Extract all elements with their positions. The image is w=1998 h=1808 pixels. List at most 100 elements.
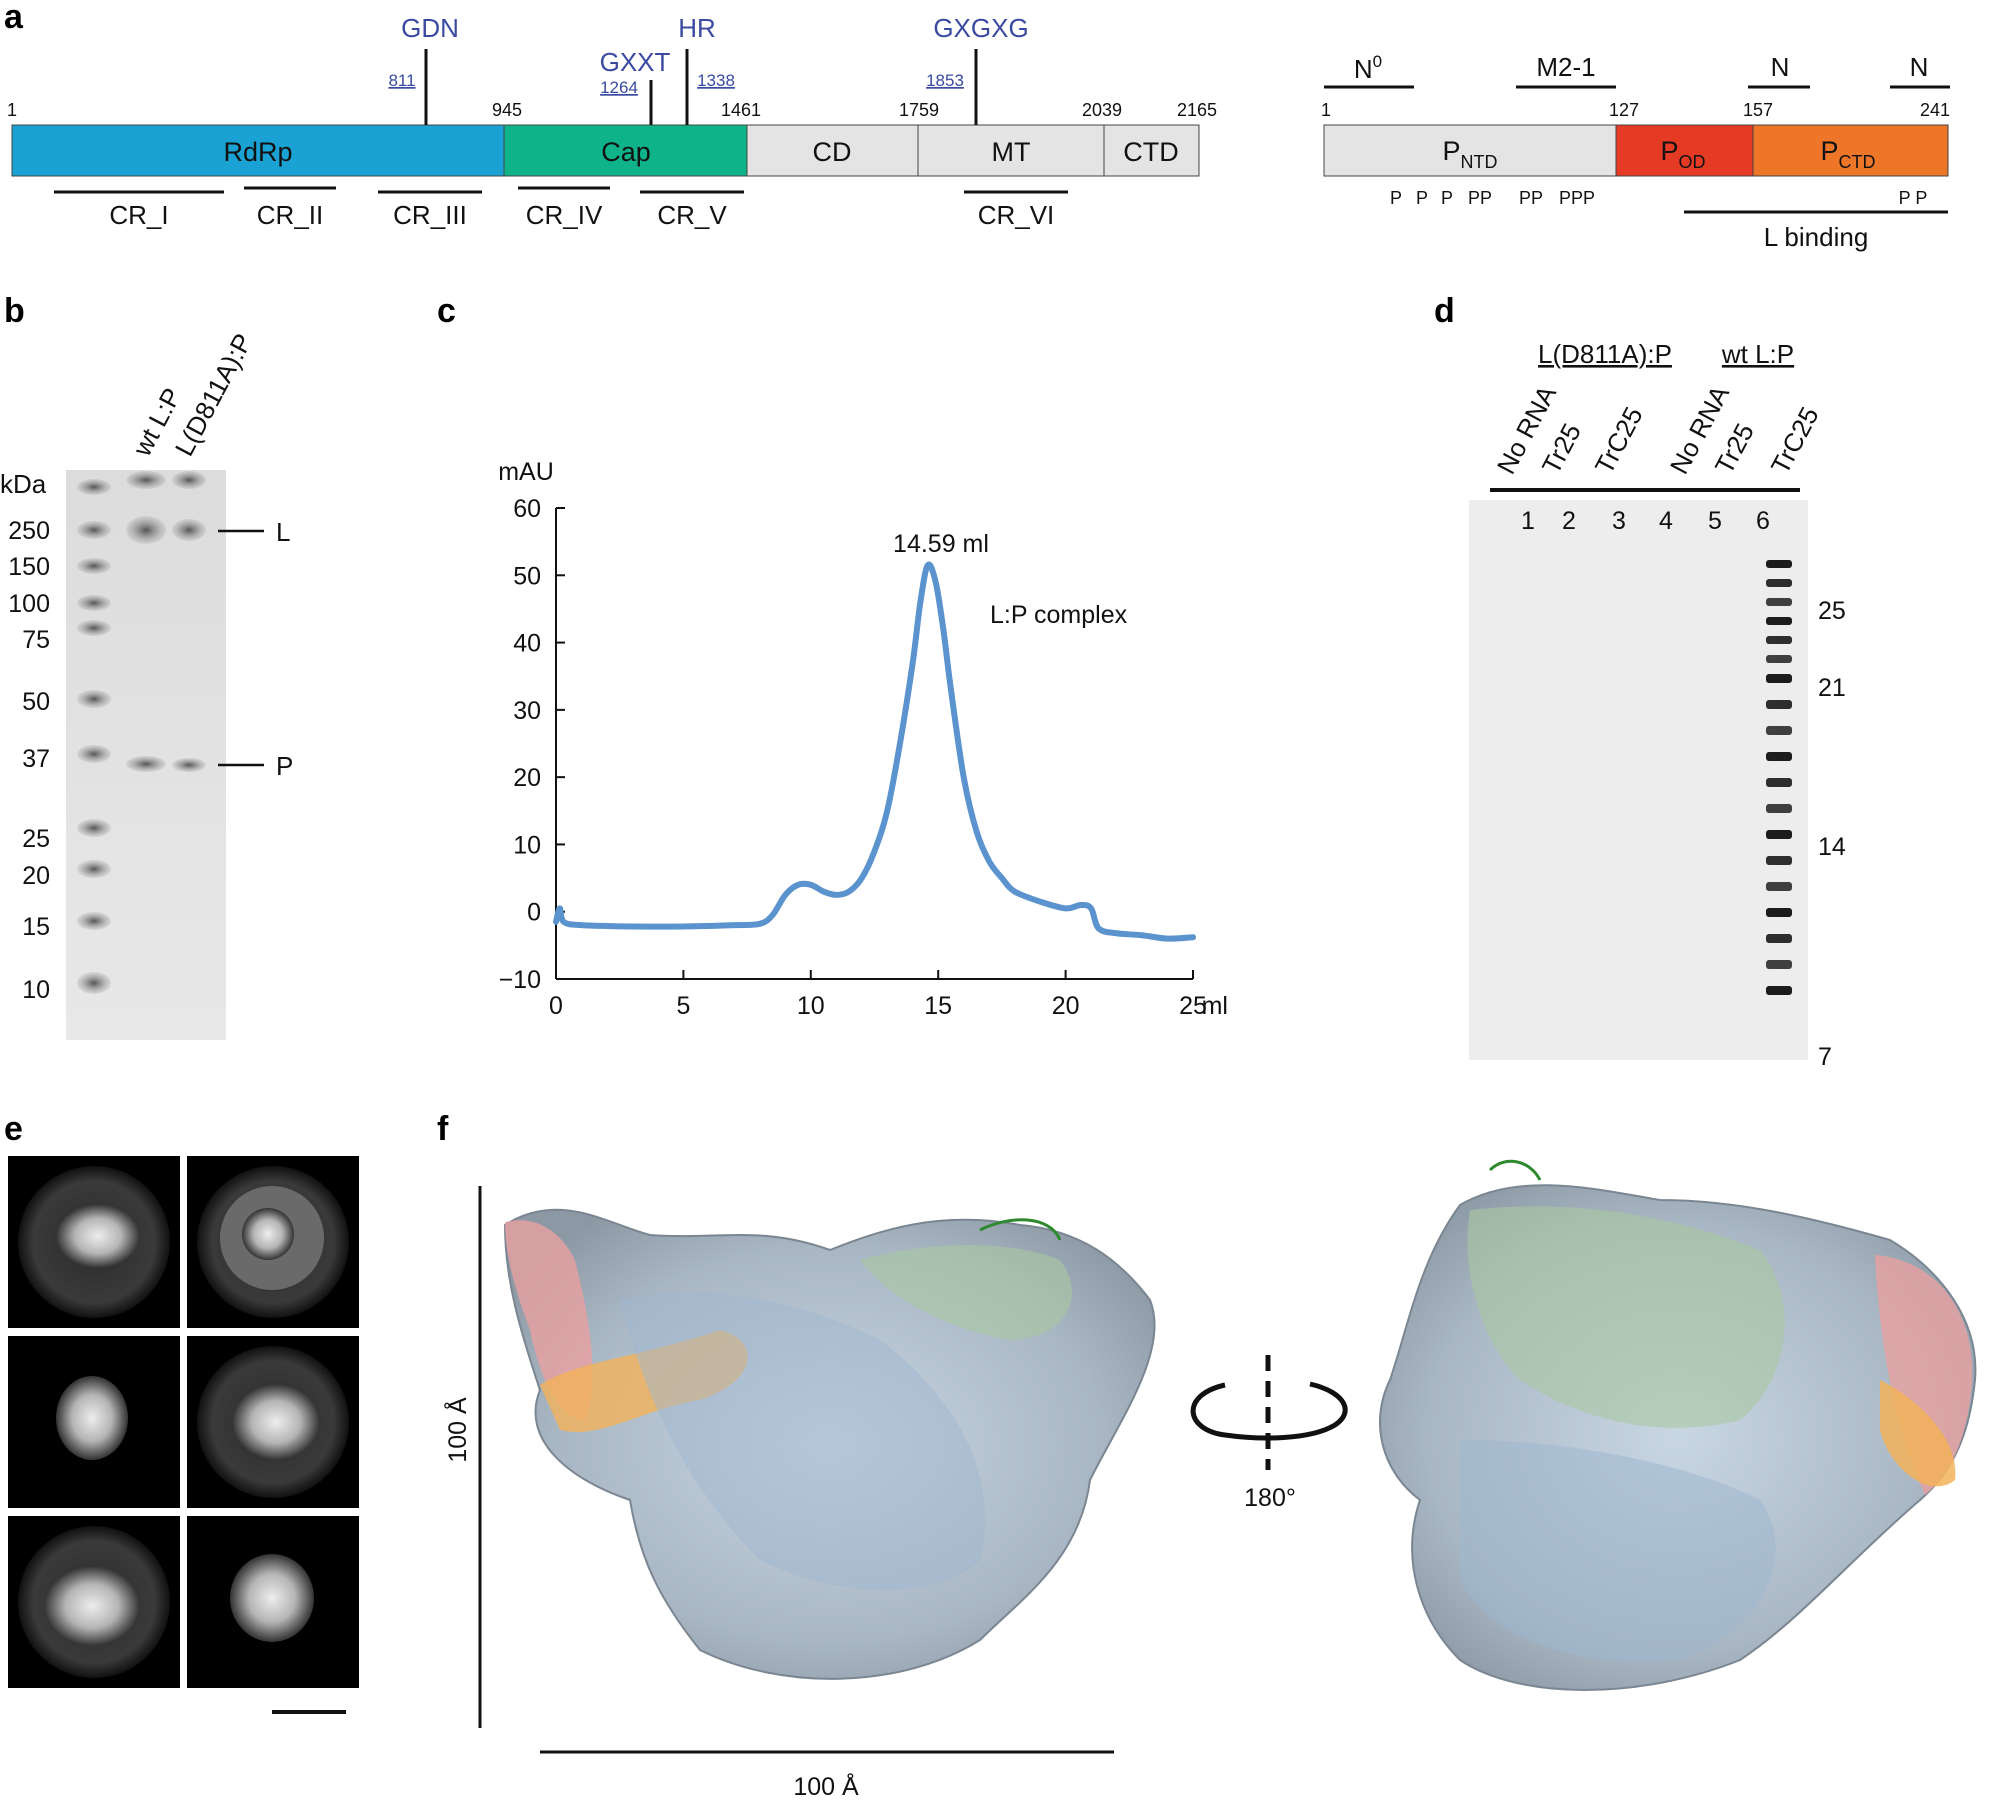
gel-b: kDa wt L:P L(D811A):P 250 150 100 75 50 … [0, 328, 293, 1040]
ladder-band [1766, 882, 1792, 891]
domain-label-cd: CD [813, 137, 852, 167]
cr1-label: CR_I [109, 200, 168, 230]
x-tick-label: 10 [797, 992, 825, 1020]
class-average [8, 1516, 180, 1688]
marker-label: 250 [8, 517, 50, 545]
ladder-band [1766, 856, 1792, 865]
y-tick-label: −10 [499, 966, 541, 994]
ladder-band [1766, 617, 1792, 625]
x-tick-label: 25 [1179, 992, 1207, 1020]
domain-label-p-ctd: PCTD [1820, 136, 1875, 172]
lane-number: 3 [1612, 507, 1626, 535]
panel-label-e: e [4, 1110, 23, 1148]
ladder-band [1766, 560, 1792, 568]
domain-cd [746, 124, 919, 177]
y-tick-label: 60 [513, 495, 541, 523]
ladder-band [1766, 579, 1792, 587]
phospho-site: PP [1468, 188, 1492, 208]
lane-number: 4 [1659, 507, 1673, 535]
motif-gxxt: GXXT [600, 47, 671, 77]
cr6-label: CR_VI [978, 200, 1055, 230]
x-tick-label: 5 [676, 992, 690, 1020]
panel-label-f: f [437, 1110, 449, 1148]
l-binding-label: L binding [1764, 222, 1869, 252]
panel-label-d: d [1434, 292, 1455, 330]
density-maps: 100 Å 100 Å 180° [442, 1159, 1977, 1801]
gel-d: L(D811A):P wt L:P No RNA Tr25 TrC25 No R… [1469, 339, 1846, 1071]
l-boundary-2165: 2165 [1177, 100, 1217, 120]
marker-label: 25 [22, 825, 50, 853]
phospho-site: P [1416, 188, 1428, 208]
class-average [187, 1156, 359, 1328]
ladder-band [1766, 804, 1792, 813]
ladder-band [1766, 934, 1792, 943]
cr5-label: CR_V [657, 200, 727, 230]
class-averages [8, 1156, 359, 1714]
ladder-band [1766, 986, 1792, 995]
class-average [187, 1516, 359, 1688]
p-boundary-241: 241 [1920, 100, 1950, 120]
band-label-p: P [276, 751, 293, 781]
cr3-label: CR_III [393, 200, 467, 230]
ladder-band [1766, 636, 1792, 644]
ladder-band [1766, 700, 1792, 709]
panel-label-b: b [4, 292, 25, 330]
y-tick-label: 30 [513, 697, 541, 725]
size-marker: 7 [1818, 1043, 1832, 1071]
scale-label-horizontal: 100 Å [793, 1771, 859, 1801]
marker-label: 75 [22, 626, 50, 654]
sample-lane-wt [126, 471, 166, 772]
group-label-wt: wt L:P [1721, 339, 1794, 369]
lane-label: TrC25 [1765, 402, 1825, 479]
size-marker: 25 [1818, 597, 1846, 625]
y-tick-label: 20 [513, 764, 541, 792]
domain-mt [917, 124, 1105, 177]
marker-label: 50 [22, 688, 50, 716]
domain-label-mt: MT [992, 137, 1031, 167]
p-boundary-127: 127 [1609, 100, 1639, 120]
gel-d-background [1469, 500, 1808, 1060]
y-tick-label: 0 [527, 899, 541, 927]
l-boundary-1759: 1759 [899, 100, 939, 120]
x-axis-label: ml [1202, 992, 1228, 1020]
group-label-mutant: L(D811A):P [1538, 339, 1672, 369]
size-marker: 21 [1818, 674, 1846, 702]
l-domain-map: RdRp Cap CD MT CTD 1 945 1461 1759 2039 … [7, 13, 1217, 230]
l-boundary-945: 945 [492, 100, 522, 120]
y-tick-label: 10 [513, 831, 541, 859]
phospho-site: PPP [1559, 188, 1595, 208]
marker-label: 37 [22, 745, 50, 773]
cr4-label: CR_IV [526, 200, 603, 230]
motif-hr: HR [678, 13, 716, 43]
motif-pos-1853: 1853 [926, 71, 964, 90]
n-label-1: N [1771, 52, 1790, 82]
domain-p-od [1615, 124, 1754, 177]
ladder-band [1766, 778, 1792, 787]
domain-label-p-od: POD [1660, 136, 1705, 172]
phospho-site: P [1441, 188, 1453, 208]
domain-label-rdrp: RdRp [223, 137, 292, 167]
domain-ctd [1103, 124, 1200, 177]
ladder-band [1766, 752, 1792, 761]
domain-label-cap: Cap [601, 137, 651, 167]
ladder-lane [77, 479, 111, 994]
ladder-band [1766, 655, 1792, 663]
phospho-site: P P [1899, 188, 1928, 208]
marker-label: 100 [8, 590, 50, 618]
x-tick-label: 0 [549, 992, 563, 1020]
domain-cap [503, 124, 748, 177]
scale-label-vertical: 100 Å [442, 1397, 472, 1463]
l-boundary-1461: 1461 [721, 100, 761, 120]
kda-label: kDa [0, 469, 47, 499]
marker-label: 20 [22, 862, 50, 890]
ladder-band [1766, 598, 1792, 606]
x-tick-label: 15 [924, 992, 952, 1020]
panel-label-c: c [437, 292, 456, 330]
density-map-front [503, 1208, 1156, 1680]
p-domain-map: PNTD POD PCTD 1 127 157 241 N0 M2-1 N N … [1321, 52, 1950, 252]
rotation-symbol: 180° [1190, 1355, 1348, 1512]
x-tick-label: 20 [1052, 992, 1080, 1020]
axis-ticks: 0 5 10 15 20 25 −10 0 10 20 30 40 50 60 [499, 495, 1207, 1020]
lane-number: 6 [1756, 507, 1770, 535]
lane-label: TrC25 [1589, 402, 1649, 479]
